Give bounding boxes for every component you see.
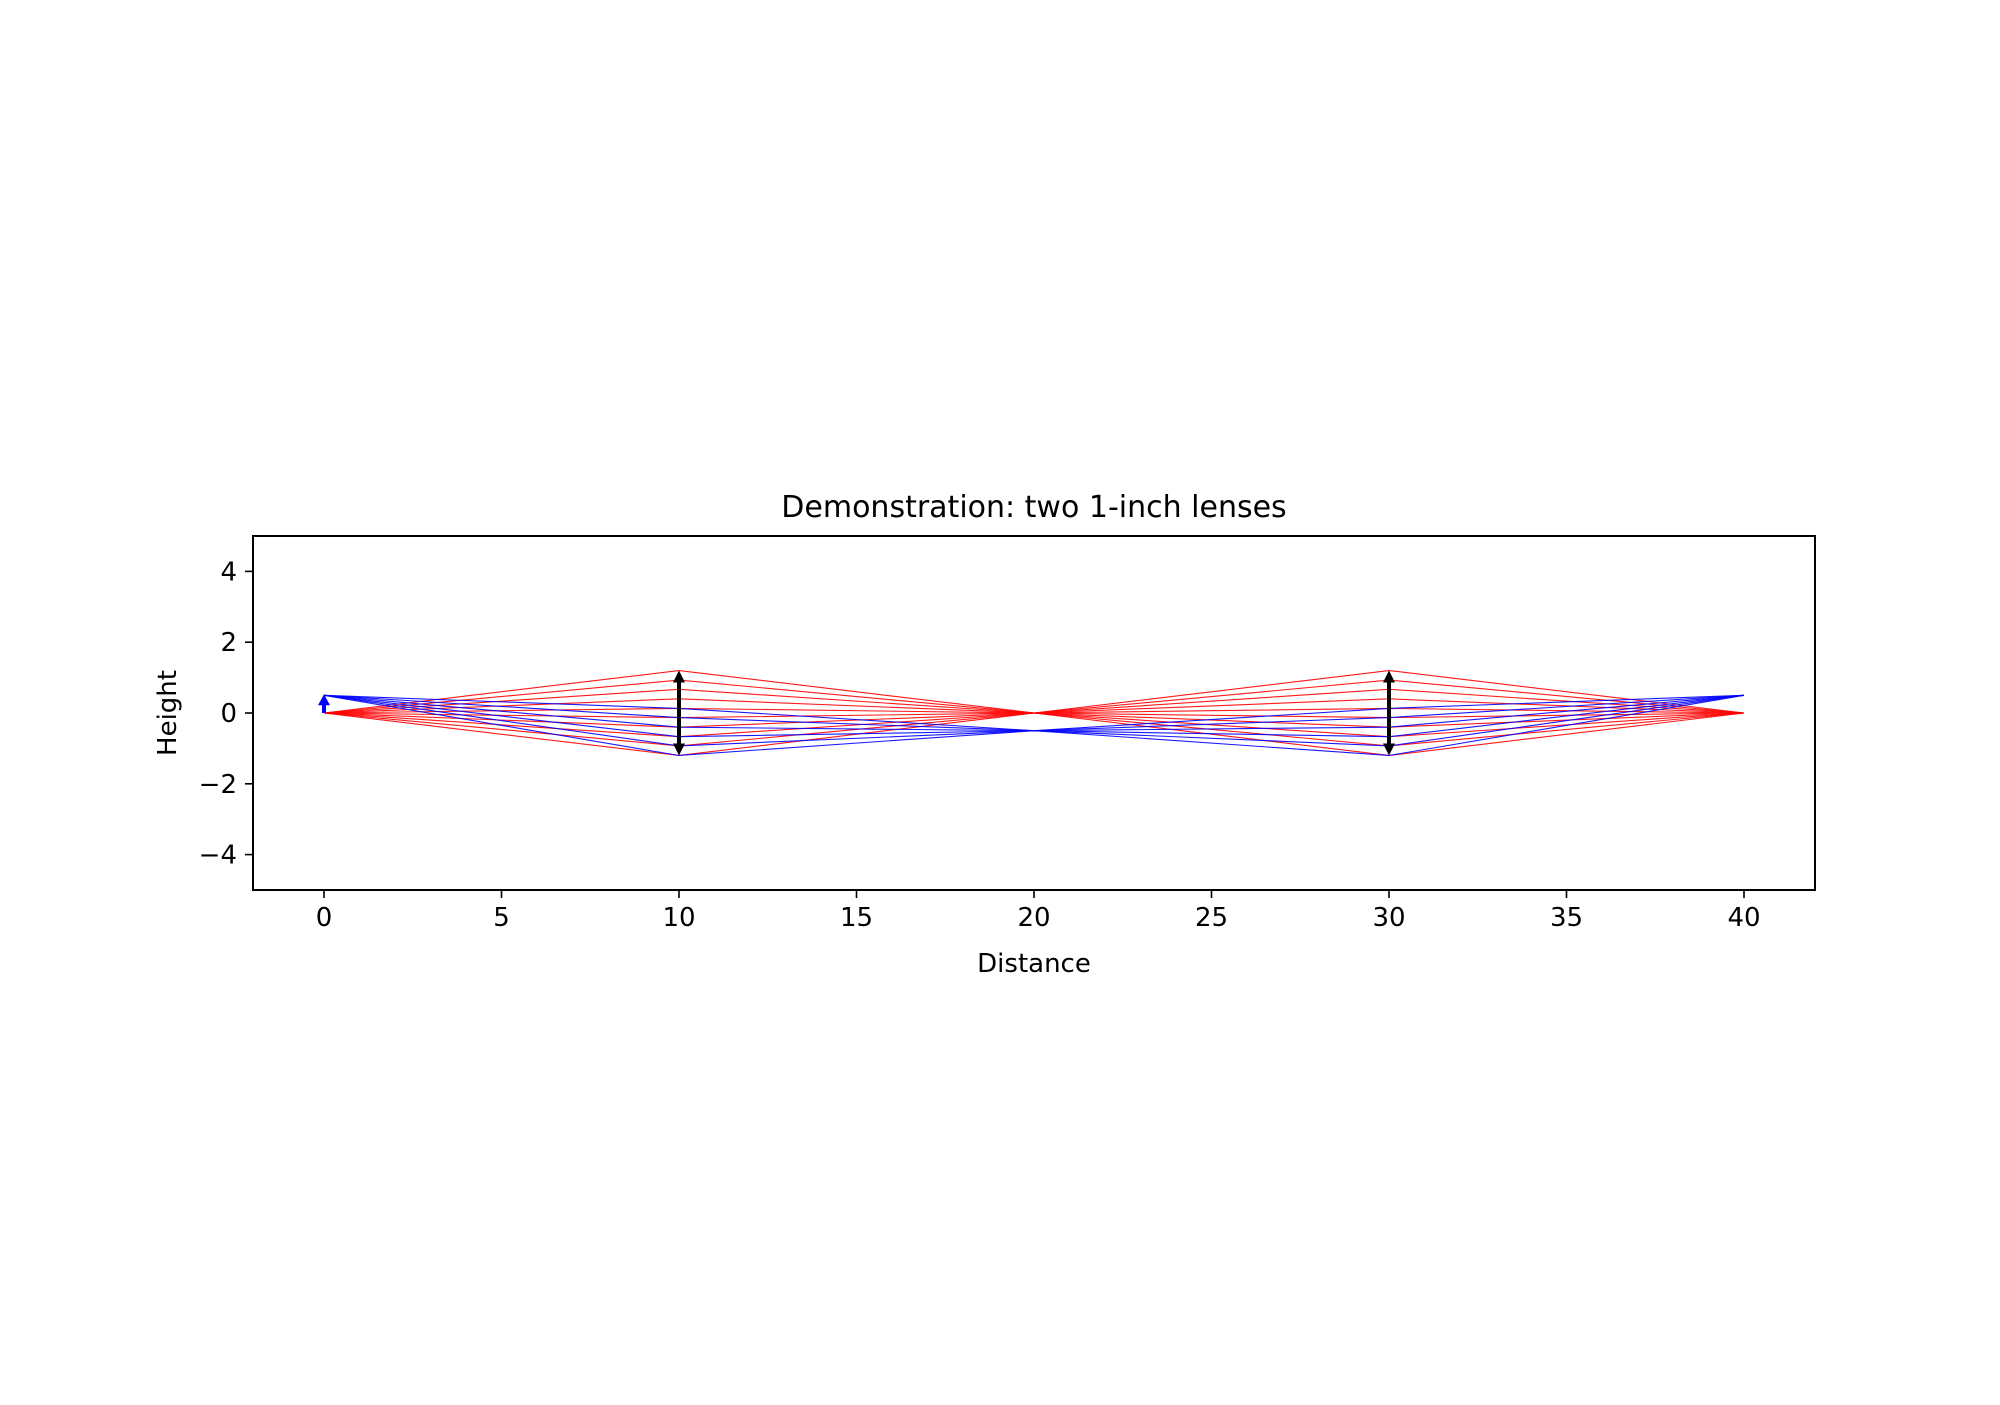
x-tick-label: 35 <box>1550 903 1583 933</box>
object-group <box>318 694 330 713</box>
y-tick-label: 0 <box>220 699 237 729</box>
x-tick-label: 30 <box>1372 903 1405 933</box>
x-tick-label: 5 <box>493 903 510 933</box>
y-tick-label: 2 <box>220 628 237 658</box>
object-arrow-head <box>318 694 330 706</box>
ray-line <box>323 669 1745 714</box>
x-tick-label: 10 <box>662 903 695 933</box>
y-tick-label: −2 <box>199 770 237 800</box>
lens-arrow-top <box>1383 670 1395 683</box>
x-tick-label: 20 <box>1017 903 1050 933</box>
x-tick-label: 40 <box>1727 903 1760 933</box>
ray-line <box>323 712 1745 757</box>
lens-arrow-bottom <box>1383 743 1395 756</box>
x-tick-label: 15 <box>840 903 873 933</box>
ray-group <box>323 669 1745 757</box>
x-tick-label: 25 <box>1195 903 1228 933</box>
y-tick-label: 4 <box>220 557 237 587</box>
ray-line <box>323 712 1745 747</box>
ray-line <box>323 679 1745 714</box>
lens-arrow-bottom <box>673 743 685 756</box>
lens-arrow-top <box>673 670 685 683</box>
x-axis-label: Distance <box>977 949 1091 979</box>
ray-line <box>323 694 1745 732</box>
y-axis-label: Height <box>153 670 183 756</box>
y-axis: −4 −2 0 2 4 <box>199 557 253 871</box>
x-tick-label: 0 <box>316 903 333 933</box>
x-axis: 0 5 10 15 20 25 30 35 40 <box>316 890 1761 933</box>
ray-line <box>323 712 1745 719</box>
y-tick-label: −4 <box>199 841 237 871</box>
lens-group <box>673 670 1395 756</box>
ray-line <box>323 698 1745 714</box>
chart-title: Demonstration: two 1-inch lenses <box>781 490 1286 525</box>
